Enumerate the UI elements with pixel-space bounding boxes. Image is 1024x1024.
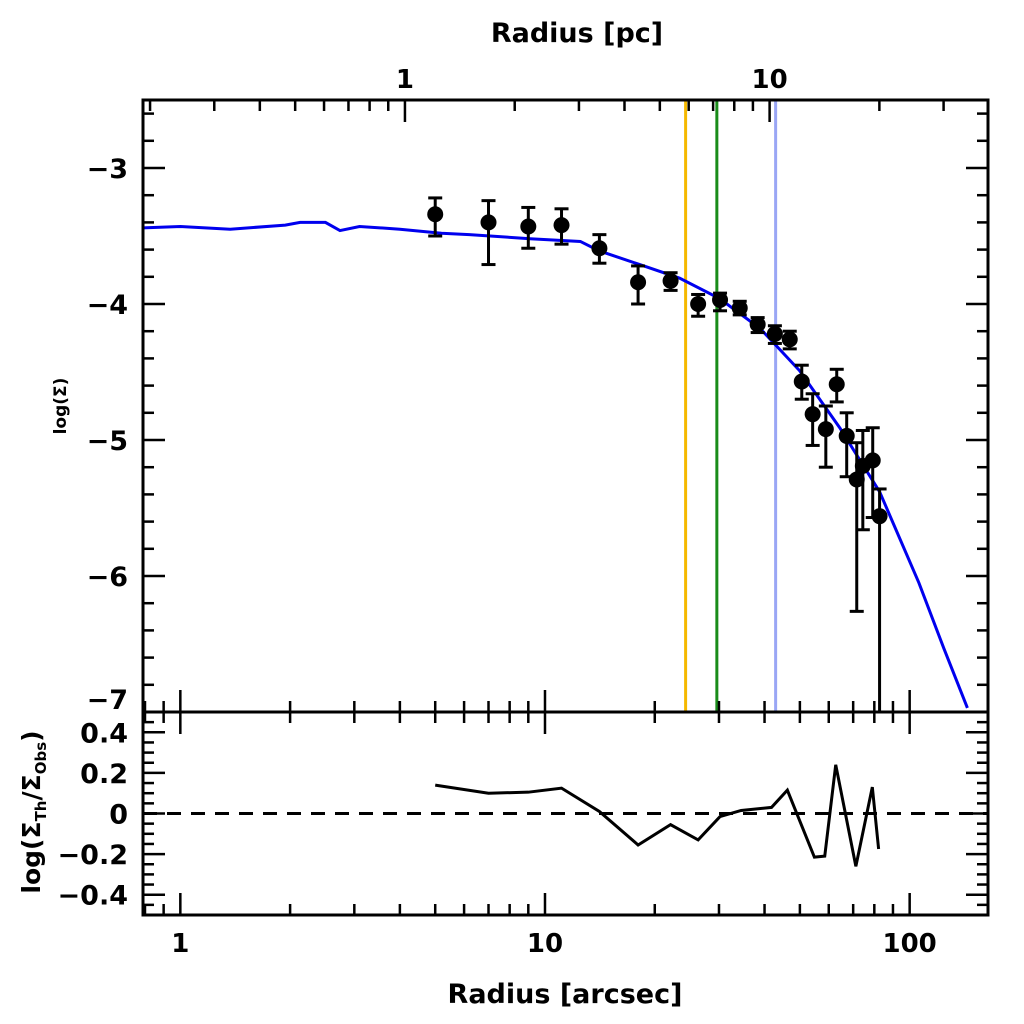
data-point-group	[838, 411, 855, 479]
data-point	[553, 217, 570, 234]
data-point-group	[804, 392, 821, 447]
data-point	[864, 452, 881, 469]
data-point-group	[828, 367, 845, 404]
data-point-group	[793, 363, 810, 401]
data-point-group	[662, 271, 679, 292]
top-x-axis-title: Radius [pc]	[491, 18, 663, 49]
data-point	[591, 240, 608, 257]
residual-y-axis-title: log(ΣTh/ΣObs)	[17, 730, 50, 893]
ylabel-sub-obs: Obs	[32, 742, 50, 774]
data-point-group	[712, 291, 729, 313]
data-point-group	[781, 329, 798, 351]
residual-line	[434, 764, 881, 867]
data-point	[630, 274, 647, 291]
ylabel-part: /Σ	[17, 774, 46, 800]
y-tick-label: −6	[87, 562, 128, 593]
data-point	[838, 427, 855, 444]
data-point	[427, 206, 444, 223]
data-point-group	[427, 196, 444, 238]
data-point-group	[731, 299, 748, 317]
data-point	[828, 376, 845, 393]
res-y-tick-label: −0.2	[58, 840, 128, 871]
data-point-group	[591, 233, 608, 265]
x-tick-label: 10	[527, 929, 563, 959]
data-point	[817, 421, 834, 438]
data-point-group	[553, 207, 570, 246]
data-point-group	[520, 205, 537, 250]
ylabel-part: log(Σ	[17, 821, 46, 893]
data-point-group	[690, 292, 707, 318]
res-y-tick-label: 0.4	[80, 718, 128, 749]
y-tick-label: −4	[87, 290, 128, 321]
main-panel: 1 10 −3 −4 −5 −6 −7	[87, 65, 990, 716]
data-point	[731, 300, 748, 317]
data-point-group	[630, 264, 647, 306]
data-point	[662, 272, 679, 289]
x-axis-title: Radius [arcsec]	[448, 979, 683, 1010]
y-axis-title: log(Σ)	[51, 378, 71, 435]
data-point-group	[766, 324, 783, 345]
residual-panel: 1 10 100 0.4 0.2 0 −0.2 −0.4	[58, 710, 990, 959]
data-point-group	[871, 487, 888, 712]
data-point	[520, 218, 537, 235]
data-point	[749, 316, 766, 333]
x-tick-label: 1	[171, 929, 189, 959]
model-curve	[143, 220, 969, 709]
y-tick-label: −3	[87, 154, 128, 185]
res-y-tick-label: 0	[109, 800, 128, 831]
top-x-tick-label: 1	[396, 65, 414, 95]
top-x-tick-label: 10	[752, 65, 788, 95]
ylabel-part: )	[17, 730, 46, 741]
data-point	[781, 331, 798, 348]
data-point	[848, 471, 865, 488]
data-point	[690, 296, 707, 312]
res-y-tick-label: −0.4	[58, 881, 128, 912]
data-point	[804, 406, 821, 423]
data-point-group	[749, 316, 766, 335]
data-point-group	[817, 404, 834, 469]
data-point	[712, 291, 729, 308]
y-tick-label: −5	[87, 426, 128, 457]
x-tick-label: 100	[883, 929, 937, 959]
y-tick-label: −7	[87, 685, 128, 716]
main-frame	[141, 98, 990, 714]
data-point	[793, 373, 810, 390]
ylabel-sub-th: Th	[32, 801, 50, 822]
data-point	[480, 214, 497, 231]
res-y-tick-label: 0.2	[80, 759, 128, 790]
data-point	[871, 508, 888, 525]
data-point	[766, 325, 783, 342]
data-point-group	[480, 199, 497, 267]
